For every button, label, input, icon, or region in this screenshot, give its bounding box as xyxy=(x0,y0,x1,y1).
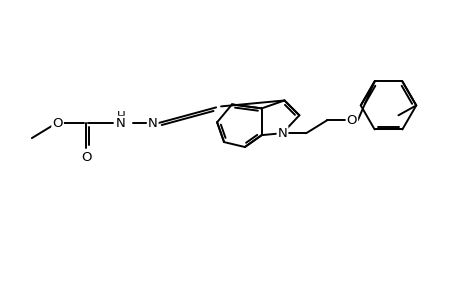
Text: N: N xyxy=(277,127,287,140)
Text: H: H xyxy=(117,110,125,123)
Text: O: O xyxy=(346,114,356,127)
Text: O: O xyxy=(81,152,91,164)
Text: N: N xyxy=(116,117,126,130)
Text: N: N xyxy=(147,117,157,130)
Text: O: O xyxy=(52,117,63,130)
